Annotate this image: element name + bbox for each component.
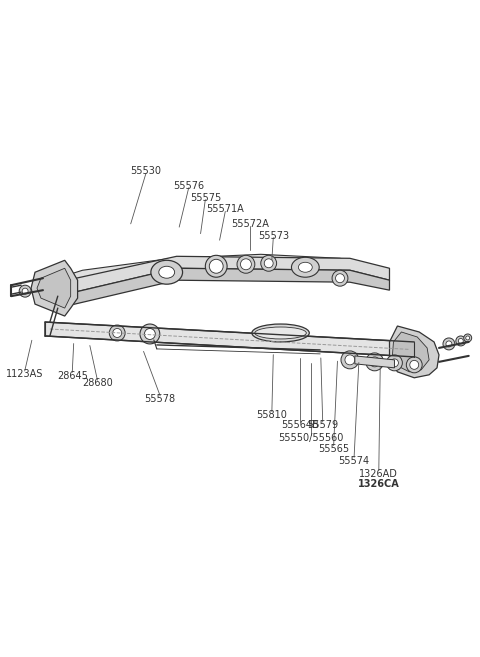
Text: 55572A: 55572A (231, 219, 269, 229)
Text: 55578: 55578 (144, 394, 176, 404)
Text: 1123AS: 1123AS (6, 369, 43, 379)
Circle shape (458, 338, 463, 344)
Text: 28680: 28680 (82, 378, 113, 388)
Circle shape (407, 357, 422, 373)
Polygon shape (58, 256, 389, 296)
Circle shape (22, 288, 28, 294)
Text: 55574: 55574 (338, 456, 370, 466)
Circle shape (366, 353, 384, 371)
Polygon shape (355, 356, 395, 368)
Polygon shape (37, 268, 71, 308)
Polygon shape (58, 268, 389, 308)
Circle shape (370, 357, 380, 367)
Text: 55575: 55575 (190, 193, 221, 202)
Polygon shape (51, 254, 384, 292)
Polygon shape (31, 260, 78, 316)
Circle shape (240, 259, 252, 270)
Circle shape (209, 260, 223, 273)
Circle shape (446, 341, 452, 347)
Circle shape (237, 256, 255, 273)
Circle shape (113, 328, 121, 338)
Ellipse shape (151, 260, 182, 284)
Text: 28645: 28645 (57, 371, 88, 380)
Ellipse shape (159, 266, 175, 278)
Text: 55576: 55576 (173, 181, 204, 191)
Circle shape (336, 274, 345, 283)
Circle shape (464, 334, 472, 342)
Circle shape (341, 351, 359, 369)
Circle shape (410, 361, 419, 369)
Text: 55565: 55565 (318, 444, 349, 454)
Ellipse shape (291, 258, 319, 277)
Circle shape (391, 359, 398, 367)
Circle shape (443, 338, 455, 350)
Polygon shape (393, 332, 429, 372)
Text: 55530: 55530 (131, 166, 161, 177)
Circle shape (140, 324, 160, 344)
Ellipse shape (252, 324, 309, 342)
Text: 55810: 55810 (256, 410, 288, 420)
Polygon shape (45, 322, 414, 357)
Text: 55550/55560: 55550/55560 (278, 434, 344, 443)
Ellipse shape (299, 262, 312, 272)
Polygon shape (389, 326, 439, 378)
Text: 55564B: 55564B (281, 420, 319, 430)
Circle shape (144, 328, 156, 340)
Ellipse shape (255, 327, 306, 339)
Circle shape (19, 285, 31, 297)
Text: 55573: 55573 (258, 231, 289, 240)
Text: 1326CA: 1326CA (358, 479, 400, 489)
Circle shape (109, 325, 125, 341)
Circle shape (345, 355, 355, 365)
Text: 55571A: 55571A (206, 204, 244, 214)
Circle shape (466, 336, 470, 340)
Text: 1326AD: 1326AD (360, 468, 398, 479)
Circle shape (261, 256, 276, 271)
Circle shape (205, 256, 227, 277)
Circle shape (386, 355, 402, 371)
Circle shape (332, 270, 348, 286)
Circle shape (264, 259, 273, 268)
Circle shape (456, 336, 466, 346)
Text: 55579: 55579 (307, 420, 338, 430)
